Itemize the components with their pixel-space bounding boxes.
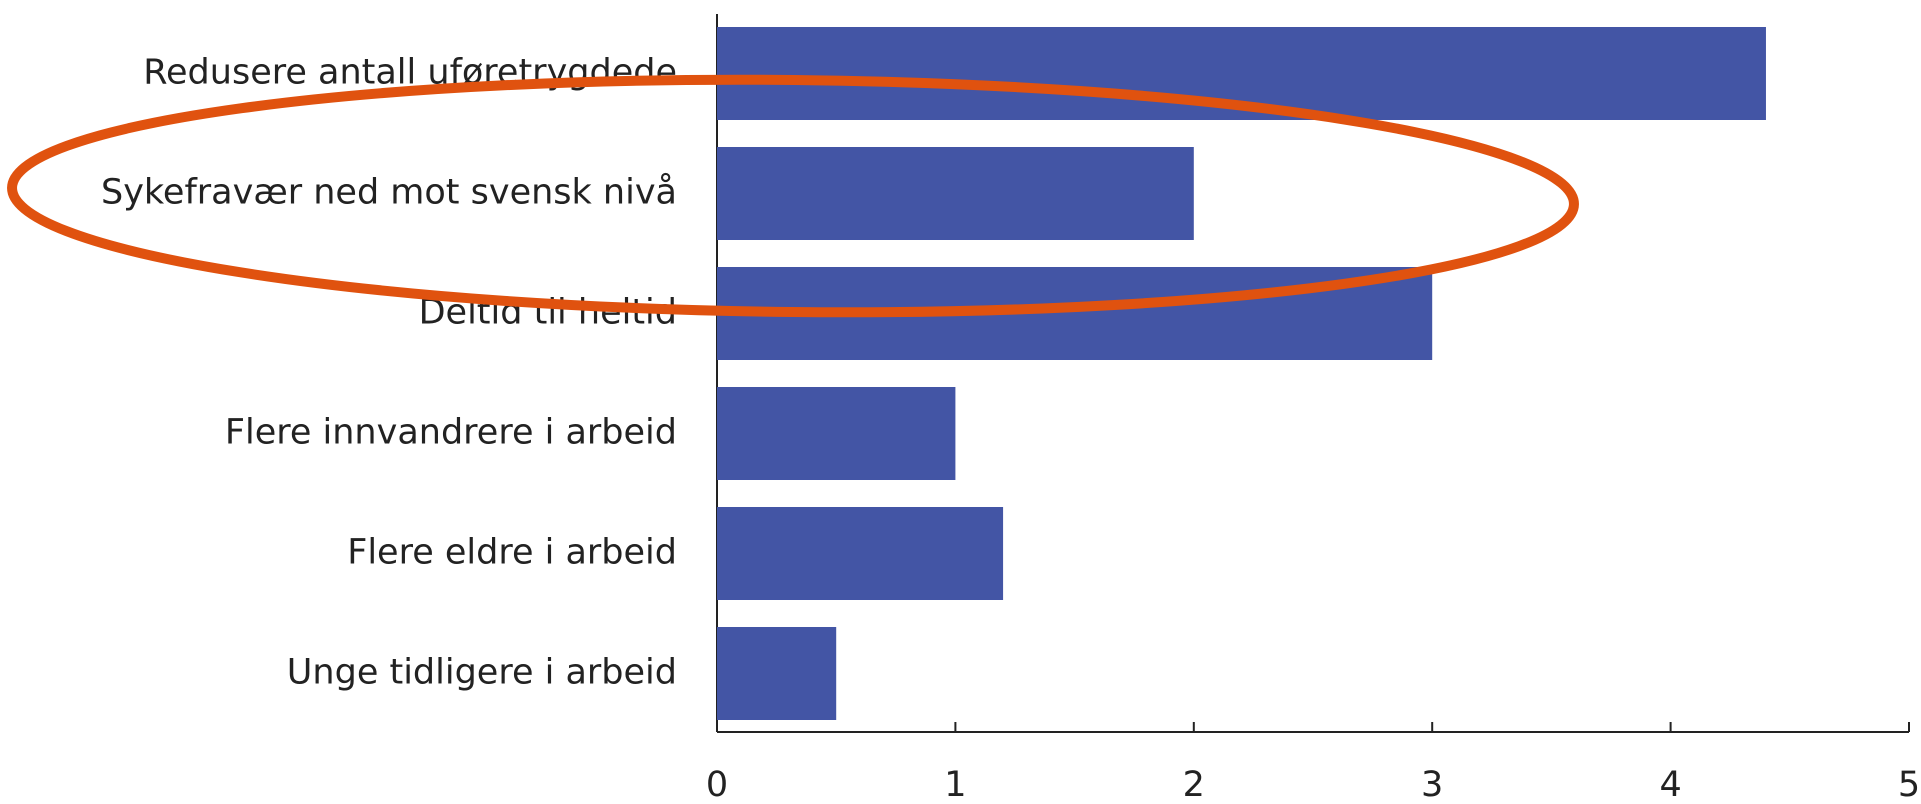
x-tick-label: 4	[1659, 765, 1681, 804]
x-tick-label: 5	[1898, 765, 1920, 804]
y-tick-label: Flere eldre i arbeid	[347, 533, 677, 573]
x-tick-label: 3	[1421, 765, 1443, 804]
x-tick-label: 0	[706, 765, 728, 804]
x-tick-label: 2	[1183, 765, 1205, 804]
bar	[717, 627, 837, 720]
x-tick-label: 1	[944, 765, 966, 804]
bar	[717, 507, 1004, 600]
bar	[717, 387, 956, 480]
highlight-ellipse	[7, 74, 1579, 318]
y-tick-label: Unge tidligere i arbeid	[287, 653, 677, 693]
bar	[717, 147, 1194, 240]
y-tick-label: Sykefravær ned mot svensk nivå	[101, 172, 677, 213]
y-tick-label: Flere innvandrere i arbeid	[225, 413, 677, 453]
